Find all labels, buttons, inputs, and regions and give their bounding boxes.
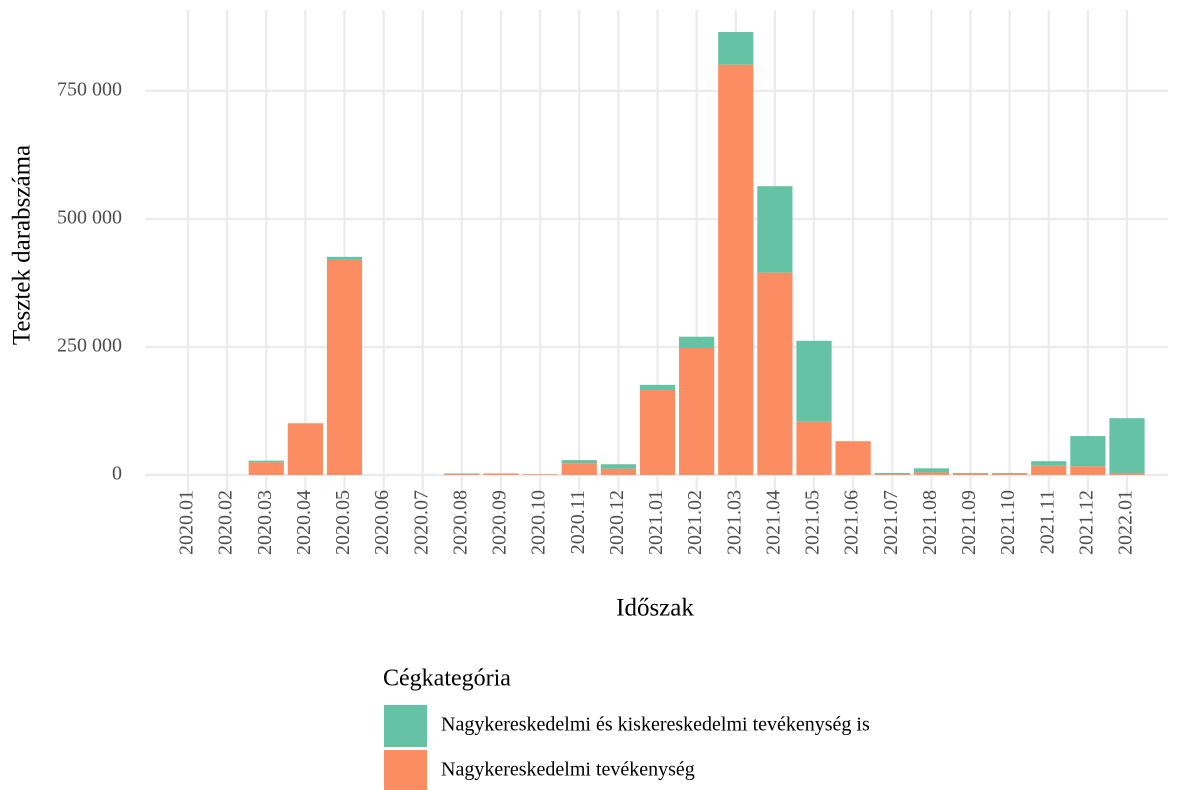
legend-label: Nagykereskedelmi és kiskereskedelmi tevé… [441,714,870,736]
bar-segment [522,474,558,475]
x-tick-label: 2020.02 [215,490,237,555]
x-tick-label: 2022.01 [1115,490,1137,555]
x-tick-label: 2020.12 [606,490,628,555]
x-tick-label: 2020.04 [293,490,315,555]
bar-segment [639,389,676,475]
bar-segment [913,472,949,475]
bar-segment [679,336,715,348]
bar-segment [561,460,597,464]
x-tick-label: 2020.05 [332,490,354,555]
bar-segment [952,473,989,475]
x-tick-label: 2021.08 [919,490,941,555]
y-axis-title: Tesztek darabszáma [9,145,36,345]
bar-segment [992,473,1028,475]
bar-segment [796,340,832,422]
bar-segment [796,421,832,475]
bar-segment [718,32,754,65]
x-tick-label: 2020.01 [176,490,198,555]
bar-segment [679,347,715,475]
legend-label: Nagykereskedelmi tevékenység [441,759,695,781]
x-tick-label: 2020.03 [254,490,276,555]
x-tick-label: 2021.10 [997,490,1019,555]
bar-segment [287,423,323,475]
bar-segment [757,186,793,273]
bar-segment [444,473,480,474]
bar-segment [1031,461,1067,466]
x-tick-label: 2021.02 [684,490,706,555]
x-axis-title: Időszak [616,595,694,622]
x-tick-label: 2020.11 [567,490,589,554]
bar-segment [718,64,754,475]
bar-segment [1109,418,1145,474]
bar-segment [992,472,1028,474]
x-tick-label: 2021.04 [762,490,784,555]
y-tick-label: 500 000 [57,207,122,229]
bar-segment [248,462,284,475]
legend-title: Cégkategória [383,666,511,692]
x-tick-label: 2021.05 [802,490,824,555]
x-tick-label: 2020.10 [528,490,550,555]
x-tick-label: 2021.09 [958,490,980,555]
bar-segment [600,468,636,475]
bar-segment [1070,466,1106,475]
bar-segment [874,472,910,474]
x-tick-label: 2021.03 [723,490,745,555]
x-tick-label: 2020.06 [371,490,393,555]
x-tick-label: 2021.06 [841,490,863,555]
x-tick-label: 2021.01 [645,490,667,555]
bar-segment [248,460,284,463]
bar-segment [326,259,363,475]
bar-segment [561,463,597,475]
bar-segment [1070,436,1106,467]
bar-segment [639,384,676,390]
y-tick-label: 0 [112,463,122,485]
x-tick-label: 2020.09 [489,490,511,555]
bar-segment [1109,473,1145,475]
bar-segment [952,472,989,474]
legend-key [384,705,427,747]
bar-segment [326,256,363,260]
y-tick-label: 250 000 [57,335,122,357]
bar-segment [1031,465,1067,475]
x-tick-label: 2020.07 [410,490,432,555]
bar-segment [483,473,519,475]
x-tick-label: 2020.08 [449,490,471,555]
y-tick-label: 750 000 [57,79,122,101]
x-tick-label: 2021.07 [880,490,902,555]
x-tick-label: 2021.11 [1036,490,1058,554]
bar-segment [835,441,871,475]
bar-segment [600,464,636,469]
x-tick-label: 2021.12 [1075,490,1097,555]
bar-segment [913,468,949,473]
bar-segment [757,272,793,475]
legend-key [384,750,427,790]
bar-segment [874,473,910,475]
bar-segment [444,473,480,475]
